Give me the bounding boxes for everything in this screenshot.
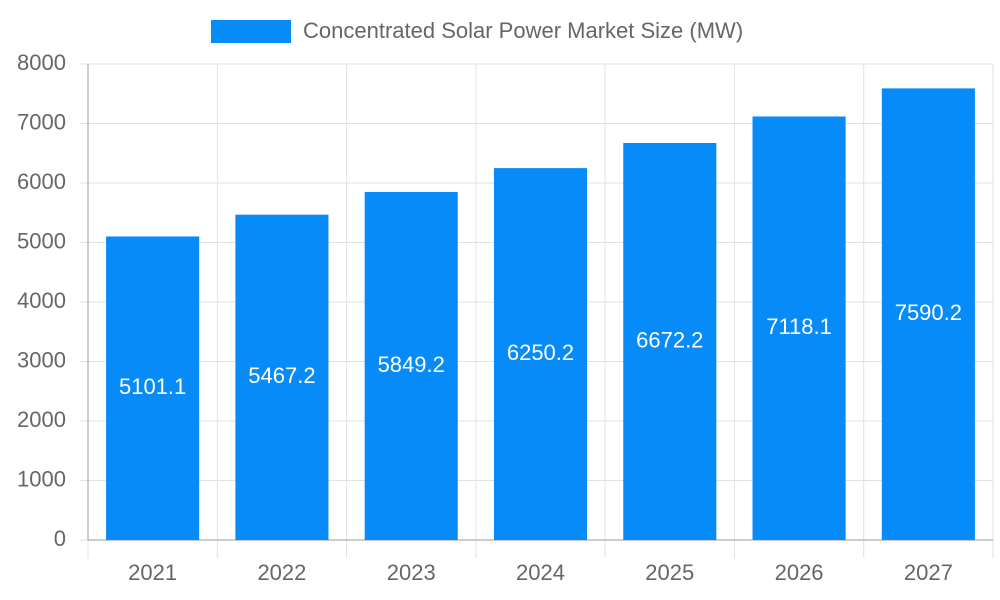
x-tick-label: 2027 [904,560,953,585]
value-label: 7118.1 [766,314,832,339]
value-label: 6250.2 [507,340,574,365]
y-tick-label: 6000 [17,169,66,194]
y-tick-label: 2000 [17,407,66,432]
legend-swatch [211,20,291,43]
y-tick-label: 3000 [17,347,66,372]
y-tick-label: 5000 [17,228,66,253]
bar [364,191,458,540]
x-tick-label: 2026 [775,560,824,585]
bar [106,236,200,540]
y-tick-label: 4000 [17,288,66,313]
x-tick-label: 2025 [645,560,694,585]
x-tick-label: 2024 [516,560,565,585]
x-tick-label: 2023 [387,560,436,585]
value-label: 6672.2 [636,327,703,352]
value-label: 5101.1 [119,374,186,399]
value-label: 5467.2 [248,363,315,388]
x-tick-label: 2021 [128,560,177,585]
x-tick-label: 2022 [257,560,306,585]
y-tick-label: 1000 [17,466,66,491]
bar [623,143,717,541]
y-tick-label: 0 [54,526,66,551]
bar [235,214,329,540]
y-tick-label: 7000 [17,109,66,134]
value-label: 5849.2 [378,352,445,377]
bar [881,88,975,540]
value-label: 7590.2 [895,300,962,325]
y-tick-label: 8000 [17,50,66,75]
legend-label: Concentrated Solar Power Market Size (MW… [303,18,743,43]
bar [752,116,846,540]
bar [493,168,588,540]
